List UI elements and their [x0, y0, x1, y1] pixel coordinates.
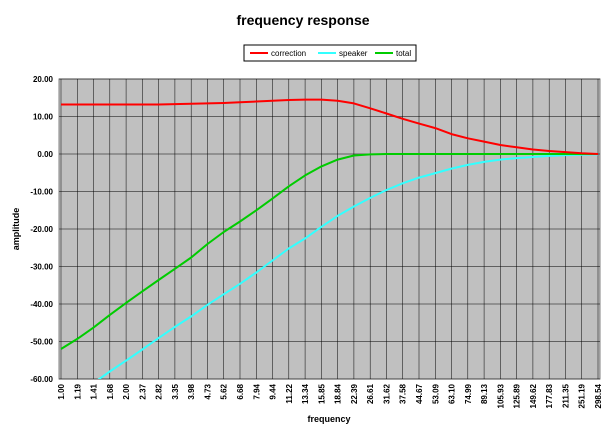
x-tick-label: 125.89 [513, 383, 522, 408]
x-tick-label: 74.99 [464, 383, 473, 404]
x-tick-label: 1.41 [90, 383, 99, 399]
legend-label-correction: correction [271, 49, 306, 58]
series-layer [60, 98, 599, 379]
y-tick-label: -20.00 [30, 225, 53, 234]
x-tick-label: 2.00 [122, 383, 131, 399]
x-tick-label: 63.10 [448, 383, 457, 404]
x-tick-label: 2.37 [138, 383, 147, 399]
y-tick-label: -10.00 [30, 188, 53, 197]
x-tick-label: 89.13 [480, 383, 489, 404]
y-tick-label: -40.00 [30, 300, 53, 309]
gridlines [59, 78, 600, 380]
plot-area [58, 78, 601, 380]
y-tick-label: -50.00 [30, 338, 53, 347]
x-tick-label: 22.39 [350, 383, 359, 404]
x-tick-label: 26.61 [366, 383, 375, 404]
x-tick-label: 1.00 [57, 383, 66, 399]
y-tick-label: 10.00 [33, 113, 54, 122]
x-axis-title: frequency [307, 414, 350, 424]
y-tick-label: 0.00 [37, 150, 53, 159]
y-tick-label: 20.00 [33, 75, 54, 84]
series-line-total [60, 153, 598, 350]
x-tick-label: 7.94 [252, 383, 261, 399]
x-axis-ticks: 1.00 1.19 1.41 1.68 2.00 2.37 2.82 3.35 3.98 4.73… [57, 383, 603, 408]
x-tick-label: 13.34 [301, 383, 310, 404]
x-tick-label: 1.19 [73, 383, 82, 399]
x-tick-label: 53.09 [431, 383, 440, 404]
x-tick-label: 4.73 [203, 383, 212, 399]
series-line-speaker [97, 153, 599, 379]
x-tick-label: 251.19 [578, 383, 587, 408]
x-tick-label: 44.67 [415, 383, 424, 404]
x-tick-label: 3.98 [187, 383, 196, 399]
x-tick-label: 1.68 [106, 383, 115, 399]
legend: correction speaker total [243, 44, 417, 62]
x-tick-label: 37.58 [399, 383, 408, 404]
y-axis-ticks: 20.00 10.00 0.00 -10.00 -20.00 -30.00 -40.00 -5… [30, 75, 53, 384]
x-tick-label: 9.44 [269, 383, 278, 399]
legend-label-total: total [396, 49, 411, 58]
x-tick-label: 15.85 [317, 383, 326, 404]
x-tick-label: 105.93 [496, 383, 505, 408]
x-tick-label: 31.62 [382, 383, 391, 404]
x-tick-label: 6.68 [236, 383, 245, 399]
x-tick-label: 3.35 [171, 383, 180, 399]
y-axis-title: amplitude [11, 208, 21, 251]
x-tick-label: 2.82 [155, 383, 164, 399]
series-line-correction [61, 98, 599, 155]
y-tick-label: -30.00 [30, 263, 53, 272]
x-tick-label: 149.62 [529, 383, 538, 408]
legend-label-speaker: speaker [339, 49, 368, 58]
chart-title: frequency response [236, 12, 369, 28]
x-tick-label: 5.62 [220, 383, 229, 399]
y-tick-label: -60.00 [30, 375, 53, 384]
x-tick-label: 177.83 [545, 383, 554, 408]
x-tick-label: 11.22 [285, 383, 294, 403]
x-tick-label: 211.35 [561, 383, 570, 408]
x-tick-label: 298.54 [594, 383, 603, 408]
x-tick-label: 18.84 [334, 383, 343, 404]
